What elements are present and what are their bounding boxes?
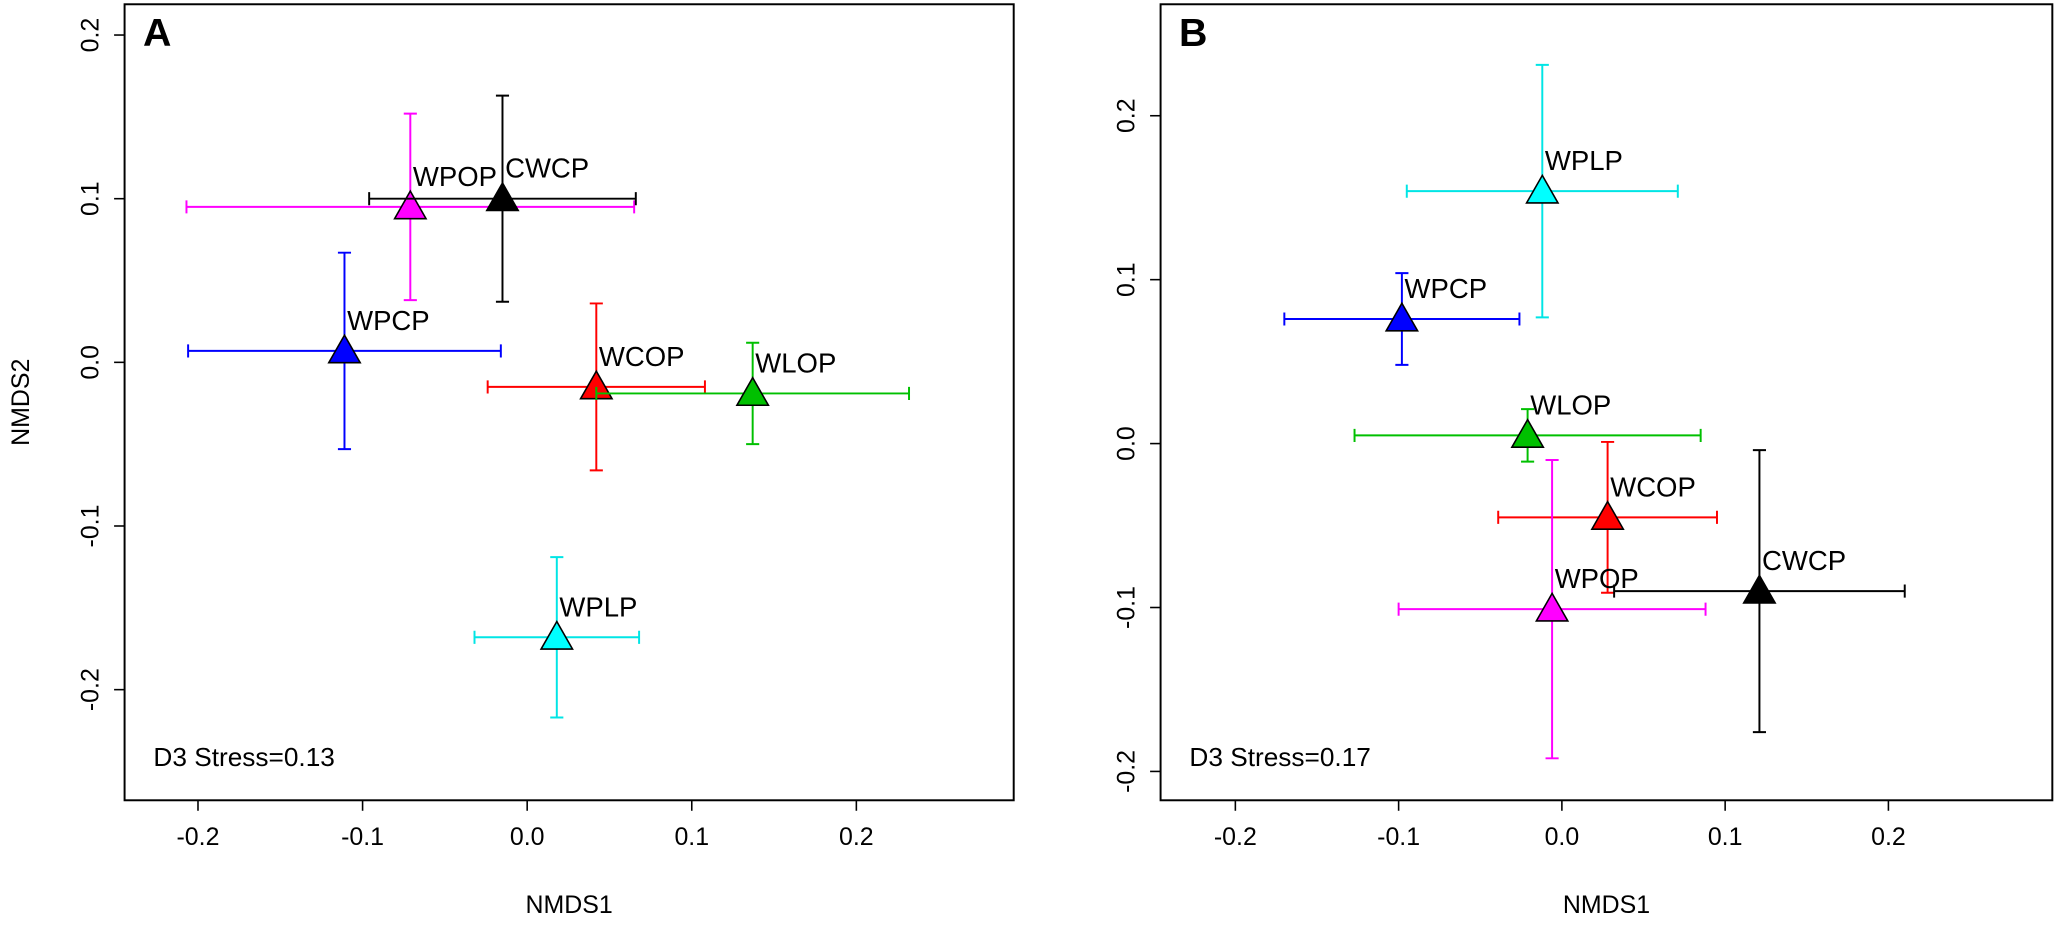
panel: -0.2 -0.1 0.0 0.1 0.2 -0.2 -0.1 0.0 0.1 0.2 NMDS1 N… xyxy=(7,3,1015,919)
point xyxy=(485,181,520,212)
point xyxy=(539,619,574,650)
point-label: WPOP xyxy=(413,161,497,192)
x-axis-title: NMDS1 xyxy=(526,891,613,919)
y-tick-label: 0.2 xyxy=(1112,98,1140,133)
y-tick-label: -0.2 xyxy=(76,668,104,711)
x-tick-label: 0.0 xyxy=(1545,823,1580,851)
point-label: WCOP xyxy=(1610,471,1696,502)
point xyxy=(735,376,770,407)
x-tick-label: 0.2 xyxy=(1871,823,1906,851)
point xyxy=(327,333,362,364)
panel: -0.2 -0.1 0.0 0.1 0.2 -0.2 -0.1 0.0 0.1 0.2 NMDS1 B… xyxy=(1112,3,2054,919)
point-label: CWCP xyxy=(1762,545,1846,576)
point-label: WPLP xyxy=(1545,145,1623,176)
y-tick-label: 0.0 xyxy=(76,345,104,380)
y-tick-label: 0.2 xyxy=(76,18,104,53)
x-tick-label: -0.1 xyxy=(341,823,384,851)
stress-annotation: D3 Stress=0.13 xyxy=(153,742,334,772)
y-tick-label: -0.1 xyxy=(76,505,104,548)
panel-label: A xyxy=(143,11,171,55)
x-tick-label: 0.1 xyxy=(1708,823,1743,851)
point-label: WLOP xyxy=(1530,389,1611,420)
x-tick-label: -0.1 xyxy=(1377,823,1420,851)
y-tick-label: -0.1 xyxy=(1112,586,1140,629)
x-tick-label: -0.2 xyxy=(1214,823,1257,851)
point xyxy=(1534,591,1570,622)
x-tick-label: -0.2 xyxy=(177,823,220,851)
point-label: WPCP xyxy=(1405,273,1488,304)
point xyxy=(1384,301,1419,332)
panel-label: B xyxy=(1179,11,1207,55)
point-label: WLOP xyxy=(755,347,836,378)
x-tick-label: 0.1 xyxy=(674,823,709,851)
y-tick-label: 0.0 xyxy=(1112,426,1140,461)
plot-frame xyxy=(1159,3,2054,802)
x-axis-title: NMDS1 xyxy=(1563,891,1650,919)
point-label: WPCP xyxy=(347,305,430,336)
point xyxy=(1510,418,1545,448)
point-label: WCOP xyxy=(599,341,685,372)
y-tick-label: 0.1 xyxy=(76,181,104,216)
point xyxy=(1742,573,1777,604)
point xyxy=(393,189,428,220)
x-tick-label: 0.2 xyxy=(839,823,874,851)
y-axis-title: NMDS2 xyxy=(7,359,35,446)
point-label: WPLP xyxy=(559,591,637,622)
point-label: WPOP xyxy=(1555,563,1639,594)
stress-annotation: D3 Stress=0.17 xyxy=(1189,742,1370,772)
y-tick-label: -0.2 xyxy=(1112,750,1140,793)
plot-frame xyxy=(123,3,1015,802)
y-tick-label: 0.1 xyxy=(1112,262,1140,297)
x-tick-label: 0.0 xyxy=(510,823,545,851)
point xyxy=(1590,500,1625,530)
point xyxy=(1525,173,1560,204)
point-label: CWCP xyxy=(505,153,589,184)
